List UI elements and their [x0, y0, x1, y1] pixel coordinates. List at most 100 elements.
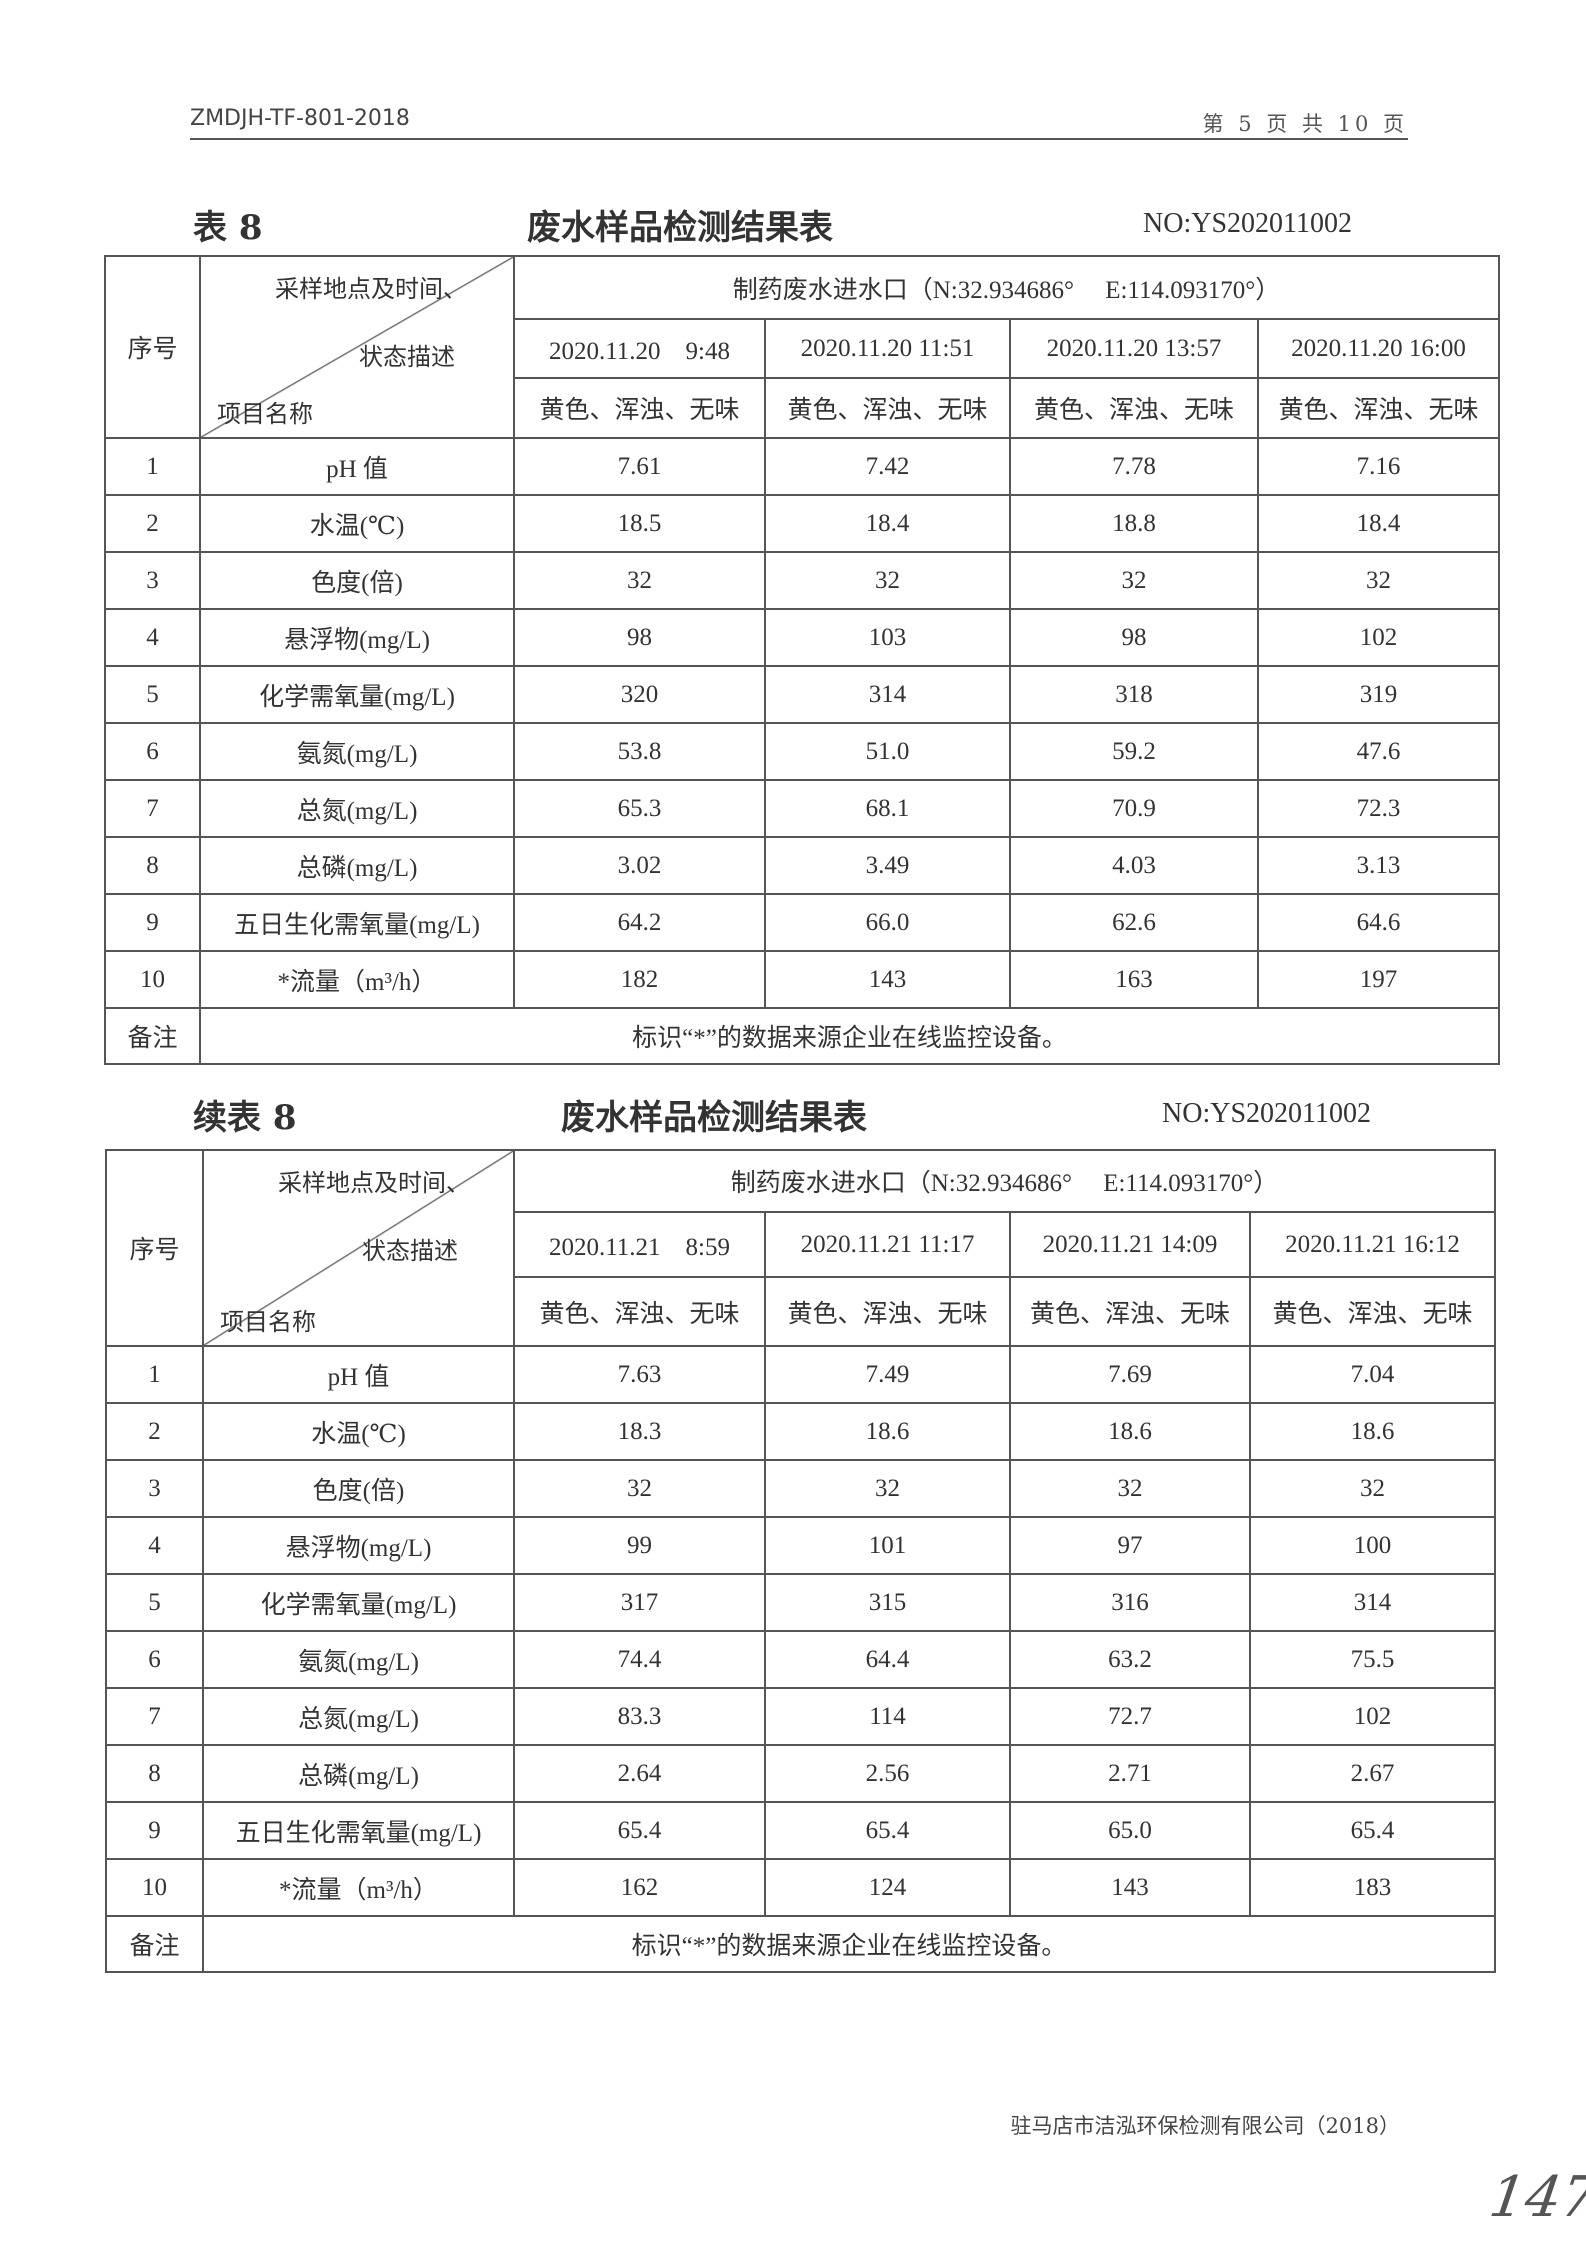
measured-value: 7.78	[1009, 437, 1259, 496]
time-row: 2020.11.20 9:48 2020.11.20 11:51 2020.11.2…	[105, 318, 1500, 379]
table-row: 5 化学需氧量(mg/L) 317 315 316 314	[105, 1573, 1496, 1632]
measured-value: 7.16	[1257, 437, 1500, 496]
diag-label-state: 状态描述	[362, 1239, 458, 1265]
measured-value: 32	[764, 1459, 1011, 1518]
measured-value: 65.3	[513, 779, 766, 838]
item-name: 色度(倍)	[202, 1459, 515, 1518]
measured-value: 32	[513, 1459, 766, 1518]
measured-value: 316	[1009, 1573, 1251, 1632]
measured-value: 32	[1257, 551, 1500, 610]
diag-label-item-name: 项目名称	[217, 402, 313, 428]
sample-time: 2020.11.21 14:09	[1009, 1211, 1251, 1278]
item-name: 五日生化需氧量(mg/L)	[199, 893, 515, 952]
row-number: 6	[105, 1630, 204, 1689]
header-row: 序号 采样地点及时间、 状态描述 项目名称 制药废水进水口（N:32.934686° E…	[105, 1149, 1496, 1347]
remark-row: 备注 标识“*”的数据来源企业在线监控设备。	[105, 1915, 1496, 1973]
table-row: 3 色度(倍) 32 32 32 32	[104, 551, 1500, 610]
item-name: *流量（m³/h）	[202, 1858, 515, 1917]
table-row: 10 *流量（m³/h） 162 124 143 183	[105, 1858, 1496, 1917]
sampling-location: 制药废水进水口（N:32.934686° E:114.093170°）	[513, 255, 1500, 320]
remark-text: 标识“*”的数据来源企业在线监控设备。	[199, 1007, 1500, 1065]
sample-state: 黄色、浑浊、无味	[764, 1276, 1011, 1347]
measured-value: 18.4	[1257, 494, 1500, 553]
time-row: 2020.11.21 8:59 2020.11.21 11:17 2020.11.2…	[106, 1211, 1496, 1278]
measured-value: 7.61	[513, 437, 766, 496]
table-row: 1 pH 值 7.61 7.42 7.78 7.16	[104, 437, 1500, 496]
table-row: 2 水温(℃) 18.5 18.4 18.8 18.4	[104, 494, 1500, 553]
measured-value: 7.69	[1009, 1345, 1251, 1404]
item-name: 悬浮物(mg/L)	[202, 1516, 515, 1575]
measured-value: 18.4	[764, 494, 1011, 553]
measured-value: 70.9	[1009, 779, 1259, 838]
measured-value: 64.6	[1257, 893, 1500, 952]
item-name: 水温(℃)	[199, 494, 515, 553]
row-number: 10	[104, 950, 201, 1009]
table-row: 10 *流量（m³/h） 182 143 163 197	[104, 950, 1500, 1009]
measured-value: 51.0	[764, 722, 1011, 781]
row-number: 3	[105, 1459, 204, 1518]
table-row: 6 氨氮(mg/L) 74.4 64.4 63.2 75.5	[105, 1630, 1496, 1689]
measured-value: 72.7	[1009, 1687, 1251, 1746]
measured-value: 183	[1249, 1858, 1496, 1917]
table-row: 8 总磷(mg/L) 2.64 2.56 2.71 2.67	[105, 1744, 1496, 1803]
measured-value: 64.4	[764, 1630, 1011, 1689]
sampling-location: 制药废水进水口（N:32.934686° E:114.093170°）	[513, 1149, 1496, 1213]
sample-state: 黄色、浑浊、无味	[764, 377, 1011, 439]
measured-value: 317	[513, 1573, 766, 1632]
row-number: 1	[105, 1345, 204, 1404]
measured-value: 2.64	[513, 1744, 766, 1803]
measured-value: 99	[513, 1516, 766, 1575]
measured-value: 197	[1257, 950, 1500, 1009]
measured-value: 143	[1009, 1858, 1251, 1917]
row-number: 1	[104, 437, 201, 496]
diag-label-state: 状态描述	[359, 345, 455, 371]
row-number: 4	[104, 608, 201, 667]
seq-header: 序号	[105, 1149, 204, 1347]
state-row: 黄色、浑浊、无味 黄色、浑浊、无味 黄色、浑浊、无味 黄色、浑浊、无味	[106, 1276, 1496, 1347]
results-table: 序号 采样地点及时间、 状态描述 项目名称 制药废水进水口（N:32.934686° E…	[105, 1149, 1496, 1973]
measured-value: 65.4	[1249, 1801, 1496, 1860]
measured-value: 319	[1257, 665, 1500, 724]
measured-value: 318	[1009, 665, 1259, 724]
measured-value: 83.3	[513, 1687, 766, 1746]
item-name: 悬浮物(mg/L)	[199, 608, 515, 667]
measured-value: 32	[1009, 551, 1259, 610]
row-number: 7	[104, 779, 201, 838]
table-row: 7 总氮(mg/L) 83.3 114 72.7 102	[105, 1687, 1496, 1746]
measured-value: 65.4	[764, 1801, 1011, 1860]
row-number: 5	[105, 1573, 204, 1632]
measured-value: 98	[1009, 608, 1259, 667]
measured-value: 63.2	[1009, 1630, 1251, 1689]
table-row: 7 总氮(mg/L) 65.3 68.1 70.9 72.3	[104, 779, 1500, 838]
state-row: 黄色、浑浊、无味 黄色、浑浊、无味 黄色、浑浊、无味 黄色、浑浊、无味	[105, 377, 1500, 439]
measured-value: 62.6	[1009, 893, 1259, 952]
measured-value: 65.0	[1009, 1801, 1251, 1860]
sample-time: 2020.11.20 13:57	[1009, 318, 1259, 379]
measured-value: 163	[1009, 950, 1259, 1009]
measured-value: 47.6	[1257, 722, 1500, 781]
measured-value: 72.3	[1257, 779, 1500, 838]
page-info: 第 5 页 共 10 页	[1202, 112, 1408, 136]
sample-time: 2020.11.20 16:00	[1257, 318, 1500, 379]
sample-time: 2020.11.21 8:59	[513, 1211, 766, 1278]
measured-value: 124	[764, 1858, 1011, 1917]
measured-value: 66.0	[764, 893, 1011, 952]
measured-value: 18.6	[1009, 1402, 1251, 1461]
table-title: 废水样品检测结果表	[561, 1098, 867, 1138]
table-row: 9 五日生化需氧量(mg/L) 65.4 65.4 65.0 65.4	[105, 1801, 1496, 1860]
row-number: 8	[105, 1744, 204, 1803]
remark-label: 备注	[104, 1007, 201, 1065]
diag-label-location-time: 采样地点及时间、	[278, 1171, 470, 1197]
table-row: 3 色度(倍) 32 32 32 32	[105, 1459, 1496, 1518]
item-name: 五日生化需氧量(mg/L)	[202, 1801, 515, 1860]
item-name: 氨氮(mg/L)	[199, 722, 515, 781]
sample-time: 2020.11.20 9:48	[513, 318, 766, 379]
measured-value: 53.8	[513, 722, 766, 781]
measured-value: 65.4	[513, 1801, 766, 1860]
remark-text: 标识“*”的数据来源企业在线监控设备。	[202, 1915, 1496, 1973]
measured-value: 103	[764, 608, 1011, 667]
measured-value: 18.6	[764, 1402, 1011, 1461]
row-number: 9	[105, 1801, 204, 1860]
item-name: 总磷(mg/L)	[202, 1744, 515, 1803]
item-name: 水温(℃)	[202, 1402, 515, 1461]
